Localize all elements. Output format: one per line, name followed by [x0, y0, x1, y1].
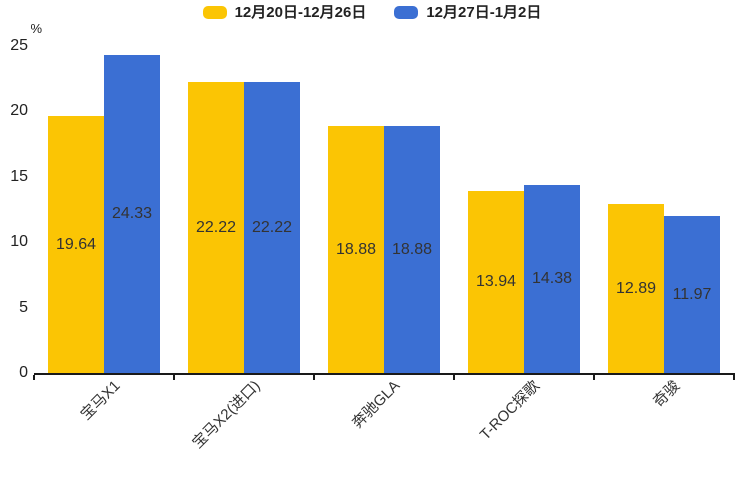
bar-value-label: 19.64 [55, 235, 97, 253]
x-category-label-宝马X1: 宝马X1 [77, 377, 124, 424]
bar-12月27日-1月2日-宝马X1 [104, 54, 160, 373]
legend-label-week2: 12月27日-1月2日 [426, 4, 542, 21]
legend-item-week2[interactable]: 12月27日-1月2日 [394, 5, 541, 20]
y-tick-label-15: 15 [10, 167, 28, 185]
x-category-label-奔驰GLA: 奔驰GLA [348, 377, 404, 432]
x-axis-tick [33, 375, 35, 380]
y-tick-label-0: 0 [19, 364, 28, 381]
y-axis-unit-label: % [30, 21, 42, 36]
bar-value-label: 24.33 [111, 204, 153, 222]
bar-12月20日-12月26日-宝马X1 [48, 116, 104, 373]
bar-12月20日-12月26日-奇骏 [608, 204, 664, 373]
x-axis-tick [453, 375, 455, 380]
bar-12月27日-1月2日-奇骏 [664, 216, 720, 373]
chart-legend: 12月20日-12月26日 12月27日-1月2日 [0, 5, 744, 20]
bar-12月27日-1月2日-宝马X2(进口) [244, 82, 300, 373]
bar-value-label: 18.88 [335, 240, 377, 258]
bar-12月20日-12月26日-奔驰GLA [328, 126, 384, 373]
bar-12月27日-1月2日-奔驰GLA [384, 126, 440, 373]
bar-value-label: 11.97 [672, 285, 712, 303]
bar-value-label: 14.38 [531, 269, 573, 287]
x-axis-tick [733, 375, 735, 380]
x-axis-tick [313, 375, 315, 380]
y-tick-label-20: 20 [10, 102, 28, 120]
legend-label-week1: 12月20日-12月26日 [234, 4, 367, 21]
y-tick-label-5: 5 [19, 298, 28, 316]
bar-value-label: 18.88 [391, 240, 433, 258]
bar-value-label: 13.94 [475, 272, 517, 290]
y-tick-label-25: 25 [10, 37, 28, 54]
bar-12月20日-12月26日-宝马X2(进口) [188, 82, 244, 373]
x-axis-tick [173, 375, 175, 380]
x-axis-tick [593, 375, 595, 380]
bar-12月27日-1月2日-T-ROC探歌 [524, 184, 580, 373]
bar-value-label: 22.22 [195, 218, 237, 236]
bar-value-label: 12.89 [615, 279, 657, 297]
bar-12月20日-12月26日-T-ROC探歌 [468, 190, 524, 373]
y-tick-label-10: 10 [10, 233, 28, 251]
legend-swatch-week1-yellow [202, 6, 227, 19]
x-category-label-T-ROC探歌: T-ROC探歌 [477, 377, 544, 444]
legend-swatch-week2-blue [394, 6, 419, 19]
x-category-label-奇骏: 奇骏 [650, 377, 684, 411]
bar-value-label: 22.22 [251, 218, 293, 236]
x-category-label-宝马X2(进口): 宝马X2(进口) [188, 377, 264, 452]
x-axis-line [34, 373, 735, 375]
legend-item-week1[interactable]: 12月20日-12月26日 [202, 4, 367, 21]
